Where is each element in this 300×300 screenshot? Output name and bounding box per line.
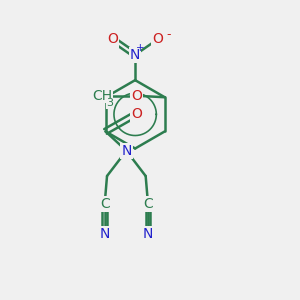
Text: C: C (100, 197, 110, 211)
Text: N: N (100, 227, 110, 241)
Text: C: C (143, 197, 153, 211)
Text: -: - (167, 28, 171, 41)
Text: N: N (143, 227, 153, 241)
Text: 3: 3 (106, 98, 114, 109)
Text: O: O (153, 32, 164, 46)
Text: CH: CH (92, 89, 112, 103)
Text: N: N (130, 48, 140, 62)
Text: O: O (132, 106, 142, 121)
Text: N: N (121, 144, 131, 158)
Text: +: + (136, 44, 145, 53)
Text: O: O (107, 32, 118, 46)
Text: O: O (131, 89, 142, 103)
